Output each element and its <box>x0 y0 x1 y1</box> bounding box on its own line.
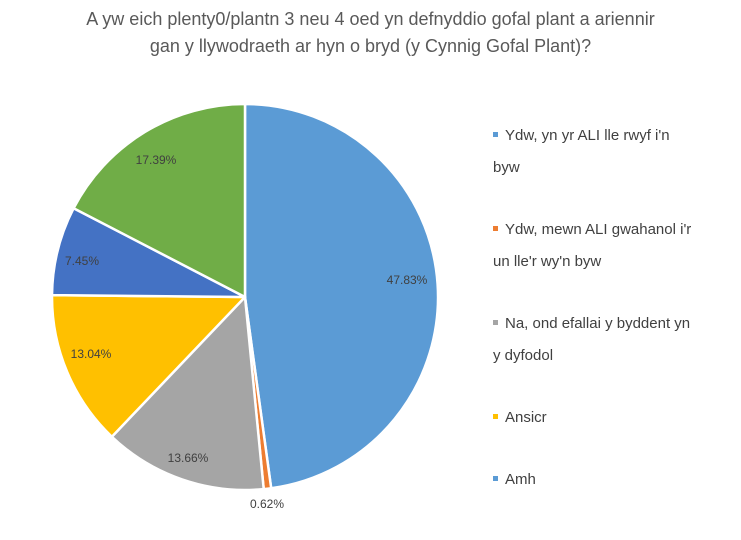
legend-text-1-1: Ydw, yn yr ALI lle rwyf i'n <box>505 127 670 144</box>
chart-title-line-1: A yw eich plenty0/plantn 3 neu 4 oed yn … <box>86 9 655 29</box>
legend-item-4-line-1: Ansicr <box>493 402 732 434</box>
pie-slice-1 <box>243 102 440 490</box>
pie-slices <box>50 102 440 492</box>
chart-title-line-2: gan y llywodraeth ar hyn o bryd (y Cynni… <box>149 36 592 56</box>
legend-swatch-3 <box>493 319 498 325</box>
legend-text-1-2: byw <box>493 159 520 176</box>
legend-item-5: Amh <box>492 464 732 496</box>
legend-text-4-1: Ansicr <box>505 409 547 426</box>
legend-item-3: Na, ond efallai y byddent yn y dyfodol <box>492 308 732 372</box>
legend-item-5-line-1: Amh <box>493 464 732 496</box>
legend-item-2: Ydw, mewn ALI gwahanol i'r un lle'r wy'n … <box>492 214 732 278</box>
pie-slice-6 <box>72 102 247 299</box>
legend-text-3-2: y dyfodol <box>493 347 554 364</box>
legend-item-1-line-2: byw <box>493 152 732 184</box>
legend-item-3-line-1: Na, ond efallai y byddent yn <box>493 308 732 340</box>
pie-slice-3 <box>110 295 265 492</box>
pie-data-label-6: 17.39% <box>136 153 177 167</box>
legend-item-4: Ansicr <box>492 402 732 434</box>
pie-data-label-5: 7.45% <box>65 254 99 268</box>
legend-swatch-1 <box>493 131 498 137</box>
pie-slice-4 <box>50 293 247 438</box>
legend-item-1: Ydw, yn yr ALI lle rwyf i'n byw <box>492 120 732 184</box>
legend-item-1-line-1: Ydw, yn yr ALI lle rwyf i'n <box>493 120 732 152</box>
legend-item-2-line-2: un lle'r wy'n byw <box>493 246 732 278</box>
legend-text-2-2: un lle'r wy'n byw <box>493 253 602 270</box>
pie-data-labels: 47.83% 0.62% 13.66% 13.04% 7.45% 17.39% <box>65 153 428 511</box>
pie-data-label-2: 0.62% <box>250 497 284 511</box>
legend-swatch-5 <box>493 475 498 481</box>
legend-text-3-1: Na, ond efallai y byddent yn <box>505 315 691 332</box>
pie-data-label-3: 13.66% <box>168 451 209 465</box>
chart-title: A yw eich plenty0/plantn 3 neu 4 oed yn … <box>0 6 741 60</box>
legend-item-3-line-2: y dyfodol <box>493 340 732 372</box>
legend-text-2-1: Ydw, mewn ALI gwahanol i'r <box>505 221 692 238</box>
pie-data-label-4: 13.04% <box>71 347 112 361</box>
legend-item-2-line-1: Ydw, mewn ALI gwahanol i'r <box>493 214 732 246</box>
chart-legend: Ydw, yn yr ALI lle rwyf i'n byw Ydw, mewn … <box>492 120 732 496</box>
legend-swatch-2 <box>493 225 498 231</box>
pie-data-label-1: 47.83% <box>387 273 428 287</box>
legend-swatch-4 <box>493 413 498 419</box>
legend-text-5-1: Amh <box>505 471 536 488</box>
